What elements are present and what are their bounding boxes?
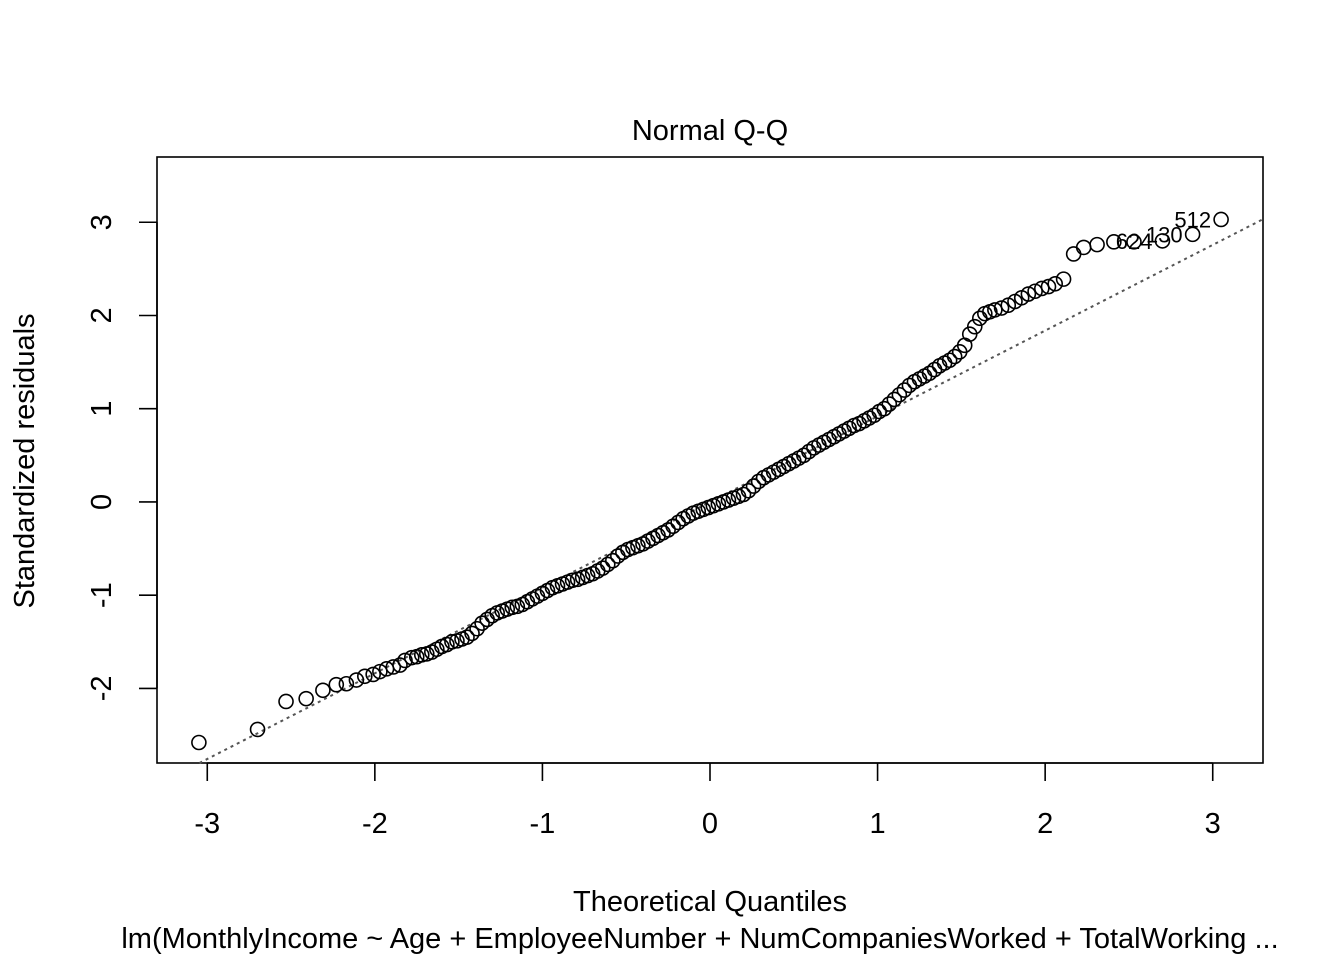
y-tick-label: 2 — [86, 307, 118, 323]
point-label: 512 — [1174, 207, 1211, 232]
qq-point — [444, 633, 460, 650]
qq-point — [605, 552, 621, 569]
qq-point — [735, 486, 752, 503]
qq-point — [1089, 236, 1105, 253]
qq-point — [665, 518, 681, 534]
qq-point — [298, 690, 314, 707]
qq-point — [1106, 234, 1122, 250]
qq-point — [365, 666, 381, 683]
qq-point — [348, 672, 365, 688]
y-tick-label: -2 — [86, 676, 118, 702]
point-label: 130 — [1146, 222, 1183, 247]
point-label: 624 — [1116, 229, 1153, 254]
qq-point — [372, 663, 388, 680]
qq-point — [941, 352, 958, 369]
qq-point — [921, 365, 938, 382]
qq-point — [1065, 246, 1082, 262]
x-tick-label: 3 — [1205, 808, 1221, 840]
x-tick-label: 0 — [702, 808, 718, 840]
qq-point — [896, 382, 913, 398]
x-tick-label: -2 — [362, 808, 388, 840]
qq-point — [392, 657, 408, 673]
qq-point — [1126, 234, 1142, 250]
qq-point — [1020, 286, 1037, 302]
qq-point — [886, 391, 903, 408]
qq-point — [315, 682, 331, 699]
qq-point — [403, 649, 420, 666]
qq-point — [891, 386, 908, 403]
x-axis-label: Theoretical Quantiles — [573, 886, 847, 918]
qq-point — [1055, 271, 1072, 287]
x-tick-label: 2 — [1037, 808, 1053, 840]
qq-point — [459, 629, 475, 645]
y-tick-label: 0 — [86, 494, 118, 510]
qq-point — [987, 302, 1003, 318]
qq-point — [1184, 226, 1201, 243]
model-formula-subtitle: lm(MonthlyIncome ~ Age + EmployeeNumber … — [121, 923, 1278, 955]
qq-point — [464, 625, 480, 642]
qq-point — [469, 620, 485, 637]
qq-point — [1213, 211, 1229, 228]
qq-point — [599, 556, 616, 573]
chart-title: Normal Q-Q — [632, 115, 788, 147]
x-axis: -3 -2 -1 0 1 2 3 — [194, 762, 1221, 840]
y-tick-label: 3 — [86, 214, 118, 230]
qq-point — [474, 615, 490, 631]
qq-point — [740, 482, 757, 499]
qq-point — [356, 668, 373, 685]
y-tick-label: 1 — [86, 401, 118, 417]
y-axis-label: Standardized residuals — [9, 313, 41, 608]
qq-point — [338, 675, 355, 692]
qq-point — [660, 522, 676, 538]
qq-point — [1034, 280, 1050, 297]
qq-point — [1040, 278, 1057, 295]
qq-point — [504, 599, 521, 616]
qq-point — [881, 396, 898, 412]
qq-point — [397, 652, 413, 669]
qq-point — [594, 560, 611, 576]
plot-frame — [156, 156, 1264, 764]
qq-point — [745, 478, 762, 494]
x-tick-label: -1 — [530, 808, 556, 840]
qq-point — [796, 447, 812, 464]
qq-point — [966, 318, 983, 335]
qq-point — [1047, 275, 1064, 292]
qq-point — [1154, 233, 1171, 249]
qq-point — [1027, 283, 1043, 300]
qq-point — [191, 734, 207, 751]
qq-point — [946, 348, 963, 365]
qq-point — [564, 572, 581, 589]
qq-point — [328, 676, 345, 693]
qq-point — [278, 693, 294, 710]
y-axis: -2 -1 0 1 2 3 — [86, 214, 158, 702]
qq-point — [876, 400, 893, 417]
x-tick-label: -3 — [194, 808, 220, 840]
y-tick-label: -1 — [86, 582, 118, 608]
qq-point — [993, 300, 1010, 316]
qq-point — [413, 647, 430, 663]
qq-point — [385, 659, 402, 675]
qq-point — [249, 721, 266, 738]
qq-point — [1075, 239, 1092, 256]
data-points — [191, 211, 1229, 751]
x-tick-label: 1 — [870, 808, 886, 840]
